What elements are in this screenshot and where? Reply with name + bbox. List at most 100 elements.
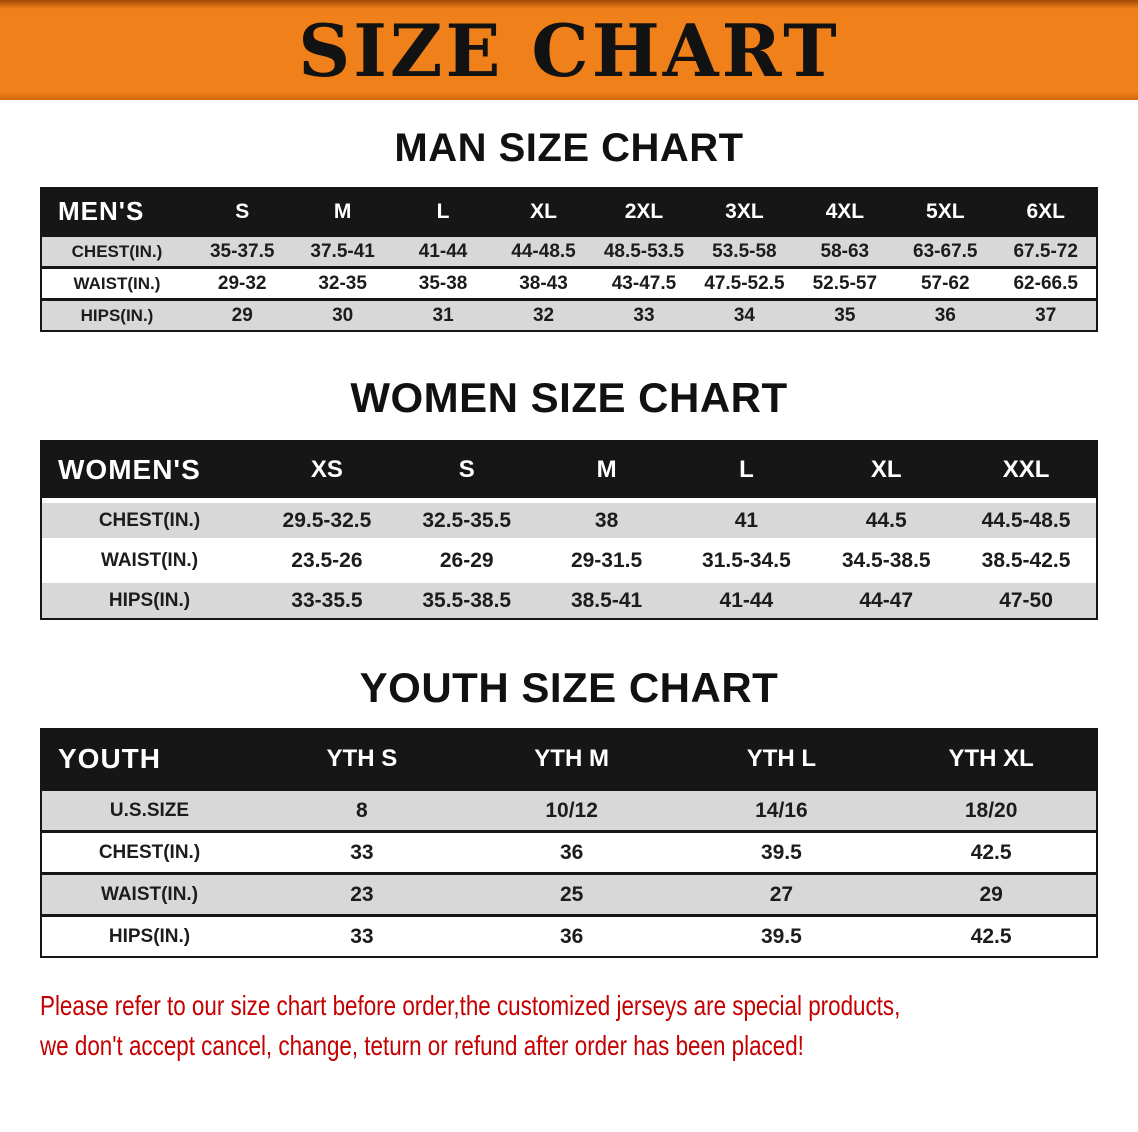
charts-container: MAN SIZE CHART MEN'S S M L XL 2XL 3XL 4XL 5XL 6XL… <box>0 126 1138 958</box>
row-label-cell: HIPS(IN.) <box>80 305 154 325</box>
table-row: HIPS(IN.) 33-35.5 35.5-38.5 38.5-41 41-44 44-… <box>42 578 1096 618</box>
size-value-cell: 41-44 <box>418 240 468 262</box>
size-value-cell: 38.5-41 <box>570 588 643 612</box>
table-row: WAIST(IN.) 29-32 32-35 35-38 38-43 43-47.5 47.… <box>42 266 1096 298</box>
size-value-cell: 30 <box>332 304 354 326</box>
size-value-cell: 37.5-41 <box>310 240 375 262</box>
row-label-cell: CHEST(IN.) <box>98 509 201 531</box>
size-value-cell: 39.5 <box>760 840 802 864</box>
row-label-cell: HIPS(IN.) <box>108 589 191 611</box>
row-label-cell: CHEST(IN.) <box>98 841 201 863</box>
size-value-cell: 27 <box>769 882 794 906</box>
youth-section-heading: YOUTH SIZE CHART <box>359 664 779 711</box>
table-header-row: MEN'S S M L XL 2XL 3XL 4XL 5XL 6XL <box>42 189 1096 234</box>
size-header-cell: YTH L <box>746 745 817 772</box>
size-value-cell: 36 <box>559 840 584 864</box>
size-value-cell: 31 <box>432 304 454 326</box>
size-value-cell: 53.5-58 <box>712 240 777 262</box>
table-row: U.S.SIZE 8 10/12 14/16 18/20 <box>42 788 1096 830</box>
size-value-cell: 29-31.5 <box>570 548 643 572</box>
size-value-cell: 37 <box>1035 304 1057 326</box>
women-size-table: WOMEN'S XS S M L XL XXL CHEST(IN.) 29.5-32.5 32.5… <box>40 440 1098 620</box>
table-header-row: YOUTH YTH S YTH M YTH L YTH XL <box>42 730 1096 788</box>
size-value-cell: 39.5 <box>760 924 802 948</box>
size-value-cell: 32 <box>532 304 555 326</box>
row-label-cell: WAIST(IN.) <box>100 883 199 905</box>
size-value-cell: 29 <box>231 304 253 326</box>
table-row: HIPS(IN.) 29 30 31 32 33 34 35 36 37 <box>42 298 1096 330</box>
size-value-cell: 29.5-32.5 <box>282 508 372 532</box>
size-header-cell: XL <box>870 456 902 483</box>
size-header-cell: L <box>739 456 754 483</box>
table-row: HIPS(IN.) 33 36 39.5 42.5 <box>42 914 1096 956</box>
size-value-cell: 44-48.5 <box>511 240 576 262</box>
youth-size-table: YOUTH YTH S YTH M YTH L YTH XL U.S.SIZE 8 10/12… <box>40 728 1098 958</box>
size-value-cell: 44.5-48.5 <box>981 508 1071 532</box>
size-value-cell: 42.5 <box>970 840 1012 864</box>
size-value-cell: 41-44 <box>719 588 774 612</box>
size-value-cell: 58-63 <box>820 240 870 262</box>
size-value-cell: 25 <box>559 882 584 906</box>
size-value-cell: 10/12 <box>545 798 598 822</box>
size-header-cell: S <box>458 456 475 483</box>
table-header-row: WOMEN'S XS S M L XL XXL <box>42 442 1096 498</box>
youth-size-chart-section: YOUTH SIZE CHART YOUTH YTH S YTH M YTH L YTH… <box>0 664 1138 958</box>
size-value-cell: 33-35.5 <box>291 588 363 612</box>
disclaimer-line-2: we don't accept cancel, change, teturn o… <box>40 1029 804 1061</box>
men-size-table: MEN'S S M L XL 2XL 3XL 4XL 5XL 6XL CHEST(IN.) 35-37… <box>40 187 1098 332</box>
size-value-cell: 38.5-42.5 <box>981 548 1071 572</box>
size-value-cell: 35-37.5 <box>209 240 275 262</box>
size-value-cell: 44-47 <box>859 588 914 612</box>
size-value-cell: 36 <box>934 304 956 326</box>
size-value-cell: 67.5-72 <box>1013 240 1078 262</box>
size-value-cell: 42.5 <box>970 924 1012 948</box>
table-row: CHEST(IN.) 29.5-32.5 32.5-35.5 38 41 44.5 44.5… <box>42 498 1096 538</box>
women-section-heading: WOMEN SIZE CHART <box>350 374 788 421</box>
size-value-cell: 33 <box>350 924 374 948</box>
size-value-cell: 31.5-34.5 <box>702 548 791 572</box>
size-value-cell: 38 <box>594 508 619 532</box>
row-label-cell: U.S.SIZE <box>109 799 190 821</box>
size-header-cell: YTH M <box>534 745 609 772</box>
size-value-cell: 34.5-38.5 <box>841 548 931 572</box>
row-label-cell: WAIST(IN.) <box>73 273 161 293</box>
size-header-cell: M <box>333 199 352 223</box>
table-row: CHEST(IN.) 33 36 39.5 42.5 <box>42 830 1096 872</box>
page-title: SIZE CHART <box>298 7 840 93</box>
size-value-cell: 47-50 <box>999 588 1053 612</box>
size-value-cell: 26-29 <box>439 548 494 572</box>
size-value-cell: 38-43 <box>519 272 568 294</box>
size-header-cell: 3XL <box>725 199 764 223</box>
size-header-cell: M <box>596 456 617 483</box>
row-label-cell: HIPS(IN.) <box>108 925 191 947</box>
table-row: CHEST(IN.) 35-37.5 37.5-41 41-44 44-48.5 48.5… <box>42 234 1096 266</box>
size-value-cell: 52.5-57 <box>812 272 878 294</box>
table-title-cell: MEN'S <box>58 196 145 226</box>
man-section-heading: MAN SIZE CHART <box>394 126 744 170</box>
size-value-cell: 35.5-38.5 <box>422 588 512 612</box>
table-title-cell: YOUTH <box>58 743 161 774</box>
size-value-cell: 44.5 <box>865 508 907 532</box>
size-value-cell: 23 <box>350 882 374 906</box>
size-value-cell: 32-35 <box>318 272 367 294</box>
table-title-cell: WOMEN'S <box>58 454 201 485</box>
women-size-chart-section: WOMEN SIZE CHART WOMEN'S XS S M L XL XXL CHEST(… <box>0 374 1138 620</box>
size-value-cell: 35 <box>834 304 856 326</box>
size-value-cell: 48.5-53.5 <box>603 240 685 262</box>
size-header-cell: L <box>436 199 450 223</box>
size-value-cell: 36 <box>559 924 584 948</box>
size-header-cell: XL <box>530 199 557 223</box>
size-value-cell: 29-32 <box>217 272 267 294</box>
row-label-cell: WAIST(IN.) <box>100 549 199 571</box>
table-row: WAIST(IN.) 23 25 27 29 <box>42 872 1096 914</box>
size-value-cell: 33 <box>633 304 655 326</box>
size-value-cell: 35-38 <box>418 272 468 294</box>
size-header-cell: 4XL <box>825 199 865 223</box>
size-header-cell: 6XL <box>1026 199 1065 223</box>
size-value-cell: 63-67.5 <box>913 240 978 262</box>
size-value-cell: 41 <box>734 508 759 532</box>
size-header-cell: XS <box>310 456 343 483</box>
disclaimer: Please refer to our size chart before or… <box>40 986 1098 1066</box>
size-header-cell: XXL <box>1002 456 1050 483</box>
